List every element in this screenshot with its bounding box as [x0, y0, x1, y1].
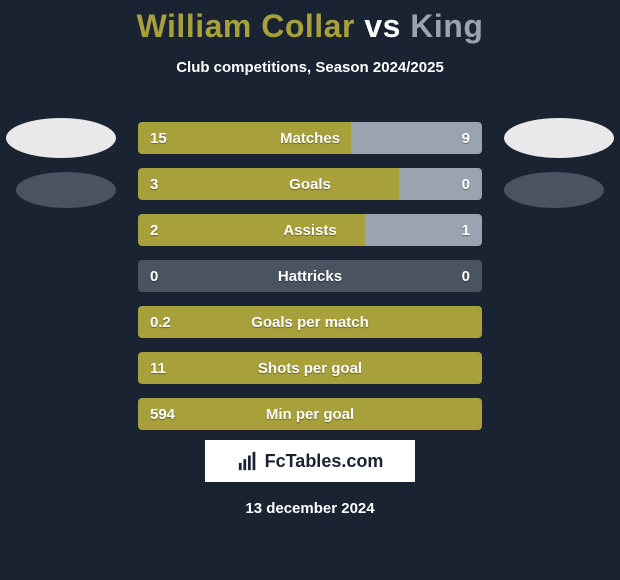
stat-bar-left	[138, 168, 399, 200]
stat-bar-right	[399, 168, 482, 200]
bar-chart-icon	[237, 450, 259, 472]
stat-value-left: 0	[150, 260, 158, 292]
player2-silhouette-top	[504, 118, 614, 158]
player1-silhouette-top	[6, 118, 116, 158]
player1-silhouette-mid	[16, 172, 116, 208]
stat-row: 21Assists	[138, 214, 482, 246]
stat-row: 30Goals	[138, 168, 482, 200]
stat-bar-right	[351, 122, 482, 154]
stat-rows-container: 159Matches 30Goals 21Assists 0 0Hattricks 0.2…	[138, 122, 482, 444]
stat-bar-left	[138, 398, 482, 430]
stat-label: Hattricks	[138, 260, 482, 292]
comparison-title: William Collar vs King	[0, 0, 620, 45]
stat-row: 0.2Goals per match	[138, 306, 482, 338]
vs-separator: vs	[364, 8, 401, 44]
stat-bar-left	[138, 352, 482, 384]
stat-bar-left	[138, 214, 365, 246]
stat-row: 594Min per goal	[138, 398, 482, 430]
branding-badge: FcTables.com	[205, 440, 415, 482]
subtitle: Club competitions, Season 2024/2025	[0, 59, 620, 76]
date-text: 13 december 2024	[0, 500, 620, 517]
stat-bar-right	[365, 214, 482, 246]
stat-bar-left	[138, 306, 482, 338]
player1-name: William Collar	[137, 8, 355, 44]
stat-value-right: 0	[462, 260, 470, 292]
stat-row: 0 0Hattricks	[138, 260, 482, 292]
stat-row: 11Shots per goal	[138, 352, 482, 384]
branding-text: FcTables.com	[265, 451, 384, 472]
stat-bar-left	[138, 122, 351, 154]
player2-name: King	[410, 8, 483, 44]
stat-row: 159Matches	[138, 122, 482, 154]
player2-silhouette-mid	[504, 172, 604, 208]
